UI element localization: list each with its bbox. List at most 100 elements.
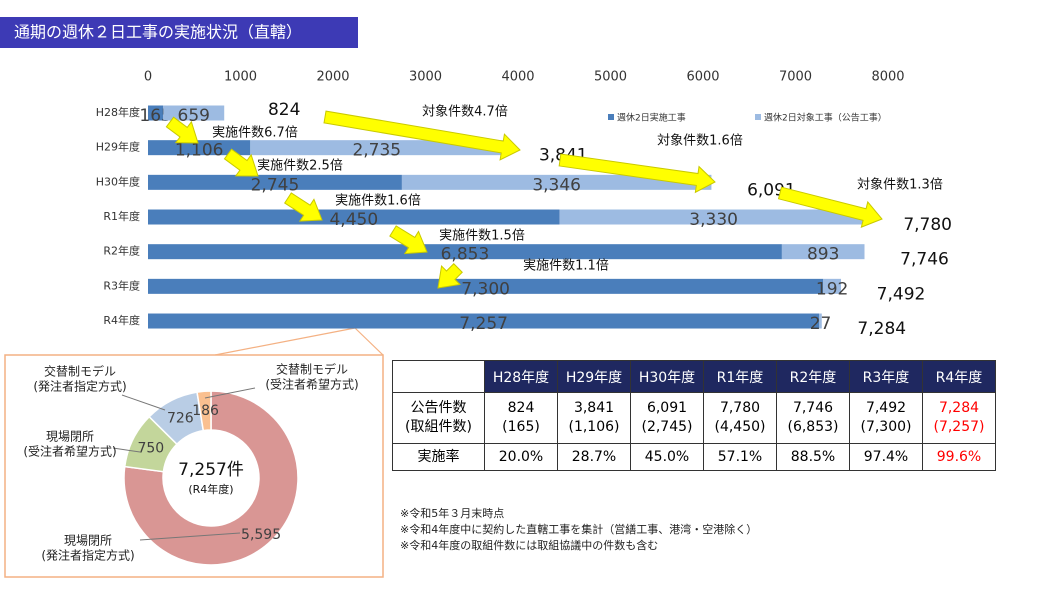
total-label: 7,492 [877, 284, 926, 304]
x-tick-label: 5000 [594, 70, 627, 85]
table-cell: 88.5% [776, 443, 850, 471]
legend-label: 週休2日対象工事（公告工事） [764, 112, 887, 124]
bar [148, 105, 164, 121]
value-label: 750 [137, 440, 164, 456]
x-tick-label: 6000 [686, 70, 719, 85]
category-label: 現場閉所 [46, 430, 94, 444]
cell-line: 3,841 [573, 400, 615, 416]
arrow [323, 110, 521, 161]
note: ※令和4年度中に契約した直轄工事を集計（営繕工事、港湾・空港除く） [400, 523, 758, 536]
column-header: R1年度 [703, 360, 777, 393]
value-label: 893 [807, 245, 839, 265]
bar [148, 140, 251, 156]
legend-swatch [755, 114, 761, 120]
y-tick-label: R3年度 [103, 278, 140, 292]
cell-line: 57.1% [717, 448, 763, 465]
annotation: 実施件数1.5倍 [439, 228, 525, 244]
total-label: 7,746 [900, 250, 949, 270]
bar [148, 174, 402, 190]
bar [823, 278, 842, 294]
cell-line: 88.5% [790, 448, 836, 465]
x-tick-label: 8000 [871, 70, 904, 85]
table-cell: 28.7% [557, 443, 631, 471]
total-label: 7,284 [857, 319, 906, 339]
arrow [223, 148, 259, 177]
center-label: 7,257件 [178, 460, 244, 480]
cell-line: 7,780 [719, 400, 761, 416]
table-cell: 20.0% [484, 443, 558, 471]
cell-line: (7,300) [860, 419, 912, 435]
y-tick-label: R2年度 [103, 244, 140, 258]
value-label: 4,450 [329, 210, 378, 230]
bar [819, 313, 822, 329]
cell-line: 20.0% [498, 448, 544, 465]
row-label-line: (取組件数) [405, 419, 472, 435]
column-header: H28年度 [484, 360, 558, 393]
x-tick-label: 4000 [501, 70, 534, 85]
donut-segment [196, 390, 212, 432]
note: ※令和5年３月末時点 [400, 507, 505, 520]
table-row: 公告件数 (取組件数) 824 (165) 3,841 (1,106) 6,091 (2,74… [392, 392, 996, 444]
bar [148, 313, 820, 329]
table-cell: 7,284 (7,257) [922, 392, 996, 444]
note: ※令和4年度の取組件数には取組協議中の件数も含む [400, 539, 659, 552]
category-label: 交替制モデル [44, 364, 116, 379]
value-label: 7,300 [461, 279, 510, 299]
bar [163, 105, 225, 121]
value-label: 3,330 [689, 210, 738, 230]
donut-segment [123, 390, 299, 566]
category-label: 交替制モデル [276, 362, 348, 377]
leader-line [121, 394, 166, 411]
cell-line: (1,106) [568, 419, 620, 435]
total-label: 7,780 [903, 215, 952, 235]
column-header: R3年度 [849, 360, 923, 393]
cell-line: 7,492 [865, 400, 907, 416]
annotation: 対象件数1.6倍 [657, 134, 743, 149]
annotation: 対象件数4.7倍 [422, 105, 508, 120]
bar [559, 209, 868, 225]
value-label: 726 [167, 410, 194, 426]
pie-frame [4, 354, 384, 578]
table-cell: 824 (165) [484, 392, 558, 444]
bar [250, 140, 504, 156]
row-label-line: 公告件数 [410, 400, 467, 416]
cell-line: (165) [502, 419, 540, 435]
table-cell: 45.0% [630, 443, 704, 471]
value-label: 6,853 [441, 245, 490, 265]
corner-cell [392, 360, 485, 393]
cell-line: (2,745) [641, 419, 693, 435]
value-label: 27 [810, 314, 832, 334]
leader-line [204, 387, 256, 399]
cell-line: (4,450) [714, 419, 766, 435]
y-tick-label: H30年度 [96, 174, 140, 188]
column-header: H29年度 [557, 360, 631, 393]
cell-line: 7,284 [938, 400, 980, 416]
table-cell: 7,780 (4,450) [703, 392, 777, 444]
center-sublabel: (R4年度) [188, 482, 233, 496]
table-cell: 99.6% [922, 443, 996, 471]
cell-line: 97.4% [863, 448, 909, 465]
y-tick-label: R1年度 [103, 209, 140, 223]
arrow [165, 116, 199, 144]
cell-line: 7,746 [792, 400, 834, 416]
x-tick-label: 1000 [224, 70, 257, 85]
cell-line: 45.0% [644, 448, 690, 465]
value-label: 186 [192, 403, 219, 419]
y-tick-label: R4年度 [103, 313, 140, 327]
annotation: 実施件数2.5倍 [257, 158, 343, 174]
row-label-line: 実施率 [417, 448, 460, 465]
column-header: R4年度 [922, 360, 996, 393]
y-tick-label: H28年度 [96, 105, 140, 119]
row-label: 公告件数 (取組件数) [392, 392, 485, 444]
table-cell: 7,746 (6,853) [776, 392, 850, 444]
bar [148, 209, 560, 225]
value-label: 1,106 [175, 141, 224, 161]
value-label: 659 [178, 106, 210, 126]
x-tick-label: 2000 [316, 70, 349, 85]
legend-swatch [608, 114, 614, 120]
table-cell: 7,492 (7,300) [849, 392, 923, 444]
bar [401, 174, 712, 190]
category-label: (発注者指定方式) [33, 379, 126, 394]
